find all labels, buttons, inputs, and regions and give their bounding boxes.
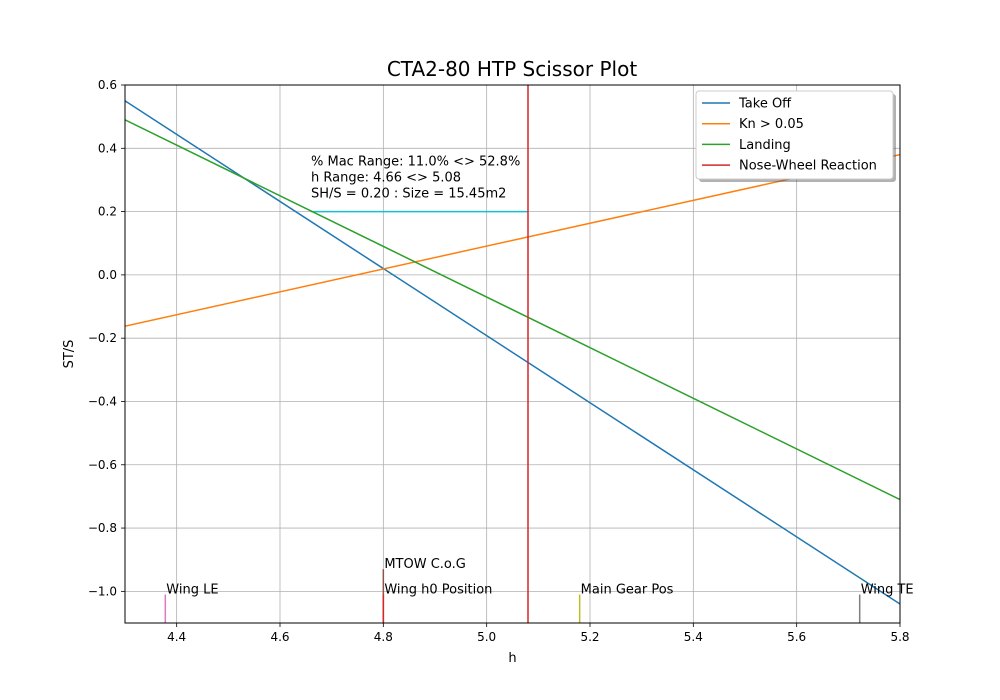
plot-frame xyxy=(124,84,901,624)
axis-ticks: 4.4 4.6 4.8 5.0 5.2 5.4 5.6 5.8 −1.0 −0.8 −0.6 −0.4… xyxy=(88,78,910,644)
x-tick-label: 5.8 xyxy=(890,630,909,644)
x-tick-label: 4.8 xyxy=(374,630,393,644)
annotation-line-1: % Mac Range: 11.0% <> 52.8% xyxy=(311,155,520,170)
series-landing xyxy=(125,119,900,501)
x-tick-label: 5.0 xyxy=(477,630,496,644)
series-kn-0-05 xyxy=(125,153,900,327)
y-tick-label: −0.8 xyxy=(88,521,117,535)
x-tick-label: 4.4 xyxy=(167,630,186,644)
y-tick-label: −0.4 xyxy=(88,394,117,408)
x-tick-label: 5.6 xyxy=(787,630,806,644)
legend-box xyxy=(695,90,894,180)
series-take-off xyxy=(125,100,900,605)
marker-label-wing-h0-position: Wing h0 Position xyxy=(384,583,492,598)
legend: Take Off Kn > 0.05 Landing Nose-Wheel React… xyxy=(695,90,896,182)
legend-label-nose-wheel-reaction: Nose-Wheel Reaction xyxy=(739,159,877,174)
marker-label-mtow-c-o-g: MTOW C.o.G xyxy=(384,557,466,572)
y-tick-label: −0.2 xyxy=(88,331,117,345)
marker-label-wing-le: Wing LE xyxy=(166,583,218,598)
chart-title: CTA2-80 HTP Scissor Plot xyxy=(387,57,637,81)
y-axis-label: ST/S xyxy=(62,340,77,369)
y-tick-label: −1.0 xyxy=(88,584,117,598)
annotation-line-3: SH/S = 0.20 : Size = 15.45m2 xyxy=(311,187,506,202)
x-tick-label: 5.2 xyxy=(580,630,599,644)
position-markers: Wing LE MTOW C.o.G Wing h0 Position Main Ge… xyxy=(164,557,914,623)
y-tick-label: 0.0 xyxy=(98,268,117,282)
y-tick-label: 0.2 xyxy=(98,205,117,219)
x-tick-label: 4.6 xyxy=(270,630,289,644)
series-lines xyxy=(125,85,900,623)
annotation-line-2: h Range: 4.66 <> 5.08 xyxy=(311,171,461,186)
x-axis-label: h xyxy=(508,651,516,666)
legend-label-take-off: Take Off xyxy=(738,97,792,112)
marker-label-wing-te: Wing TE xyxy=(861,583,914,598)
y-tick-label: 0.6 xyxy=(98,78,117,92)
range-annotation: % Mac Range: 11.0% <> 52.8%h Range: 4.66… xyxy=(311,155,520,202)
legend-label-kn-0-05: Kn > 0.05 xyxy=(739,117,804,132)
marker-label-main-gear-pos: Main Gear Pos xyxy=(581,583,674,598)
legend-label-landing: Landing xyxy=(739,138,791,153)
y-tick-label: 0.4 xyxy=(98,141,117,155)
x-tick-label: 5.4 xyxy=(684,630,703,644)
y-tick-label: −0.6 xyxy=(88,458,117,472)
